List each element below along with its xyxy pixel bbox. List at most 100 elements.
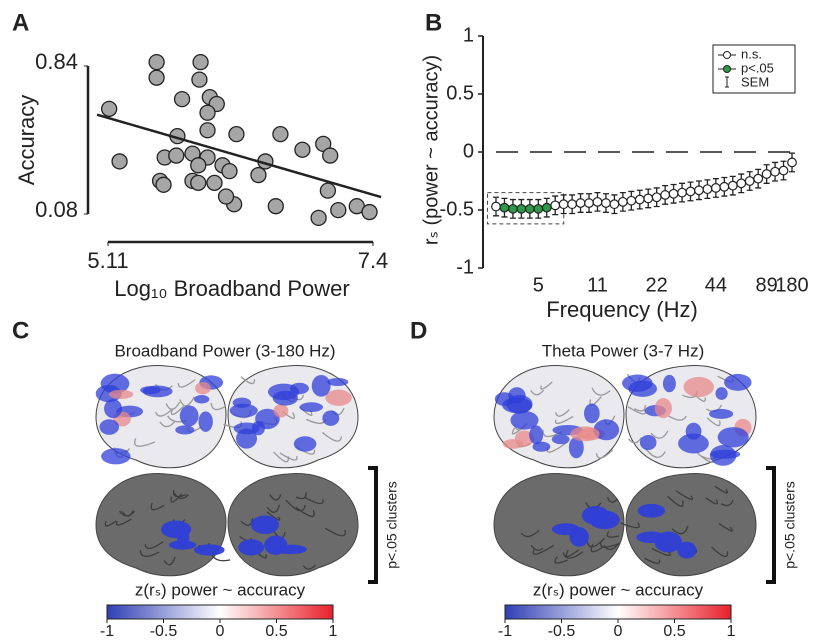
gyrus [269,494,282,501]
gyrus [714,485,729,494]
activation [654,398,672,419]
data-point [294,141,311,158]
x-tick-label: 180 [775,274,808,296]
activation [251,420,265,436]
y-axis-label: Accuracy [14,95,39,185]
legend-label: p<.05 [741,60,774,75]
activation [678,433,709,454]
activation [514,430,534,447]
activation [709,445,737,466]
activation [229,403,258,418]
colorbar-label: z(rₛ) power ~ accuracy [533,580,704,599]
data-point [148,53,165,71]
data-point [584,198,594,208]
brain-panel: Theta Power (3-7 Hz) p<.05 clusters z(rₛ) … [493,341,798,640]
legend-label: n.s. [741,46,762,61]
activation [677,541,697,559]
gyrus [324,527,346,537]
gyrus [530,544,544,551]
y-axis-label: rₛ (power ~ accuracy) [420,55,442,245]
gyrus [266,511,281,521]
gyrus [173,492,189,499]
gyrus [620,522,640,529]
activation [198,411,213,432]
activation [232,397,252,408]
gyrus [159,421,175,428]
gyrus [240,376,256,385]
data-point [228,126,245,143]
cluster-label: p<.05 clusters [384,481,400,569]
panel-label: D [410,317,427,344]
colorbar-label: z(rₛ) power ~ accuracy [135,580,306,599]
data-point [508,203,518,214]
gyrus [116,518,132,526]
fit-line [96,113,382,199]
data-point [192,53,209,71]
activation [510,410,539,430]
gyrus [240,518,254,526]
data-point [199,122,216,139]
data-point [330,201,347,219]
data-point [702,184,713,195]
data-point [617,196,628,207]
map-title: Broadband Power (3-180 Hz) [114,341,335,360]
activation [654,531,682,553]
colorbar-tick-label: -0.5 [548,623,576,640]
gyrus [705,497,719,505]
colorbar [106,604,334,620]
brain-surface [625,472,757,577]
data-point [499,202,510,213]
data-point [524,203,535,214]
gyrus [139,550,160,557]
panel-label: A [12,9,29,36]
activation [273,404,289,418]
activation [168,540,197,550]
data-point [190,157,207,174]
gyrus [530,389,544,396]
gyrus [599,541,619,548]
gyrus [644,557,661,564]
activation [570,426,600,442]
panel-label: C [12,317,29,344]
data-point [778,165,789,176]
data-point [634,194,645,205]
gyrus [565,549,580,558]
gyrus [170,493,183,503]
data-point [694,185,704,196]
activation [529,425,544,445]
gyrus [651,547,671,557]
data-point [719,181,730,192]
data-point [770,166,780,177]
data-point [310,209,327,227]
x-axis-label: Frequency (Hz) [546,297,698,322]
activation [325,389,352,406]
gyrus [172,489,187,498]
gyrus [586,537,605,548]
activation [311,374,331,397]
data-point [787,157,797,168]
activation [662,374,676,393]
activation [327,377,349,387]
data-point [173,90,191,108]
y-tick-label: -1 [456,256,474,278]
data-point [155,176,172,193]
data-point [221,163,238,180]
gyrus [121,510,134,517]
gyrus [595,449,614,459]
gyrus [606,496,619,503]
brain-surface [95,472,227,577]
activation [583,403,600,424]
gyrus [134,438,156,447]
activation [175,425,195,435]
gyrus [104,520,117,527]
x-tick-label: 5 [533,274,544,296]
gyrus [163,556,176,566]
gyrus [279,452,298,461]
activation [589,510,620,530]
gyrus [520,529,540,538]
activation [569,527,589,547]
gyrus [177,379,196,388]
data-point [168,147,185,164]
gyrus [554,556,568,564]
activation [717,427,749,448]
